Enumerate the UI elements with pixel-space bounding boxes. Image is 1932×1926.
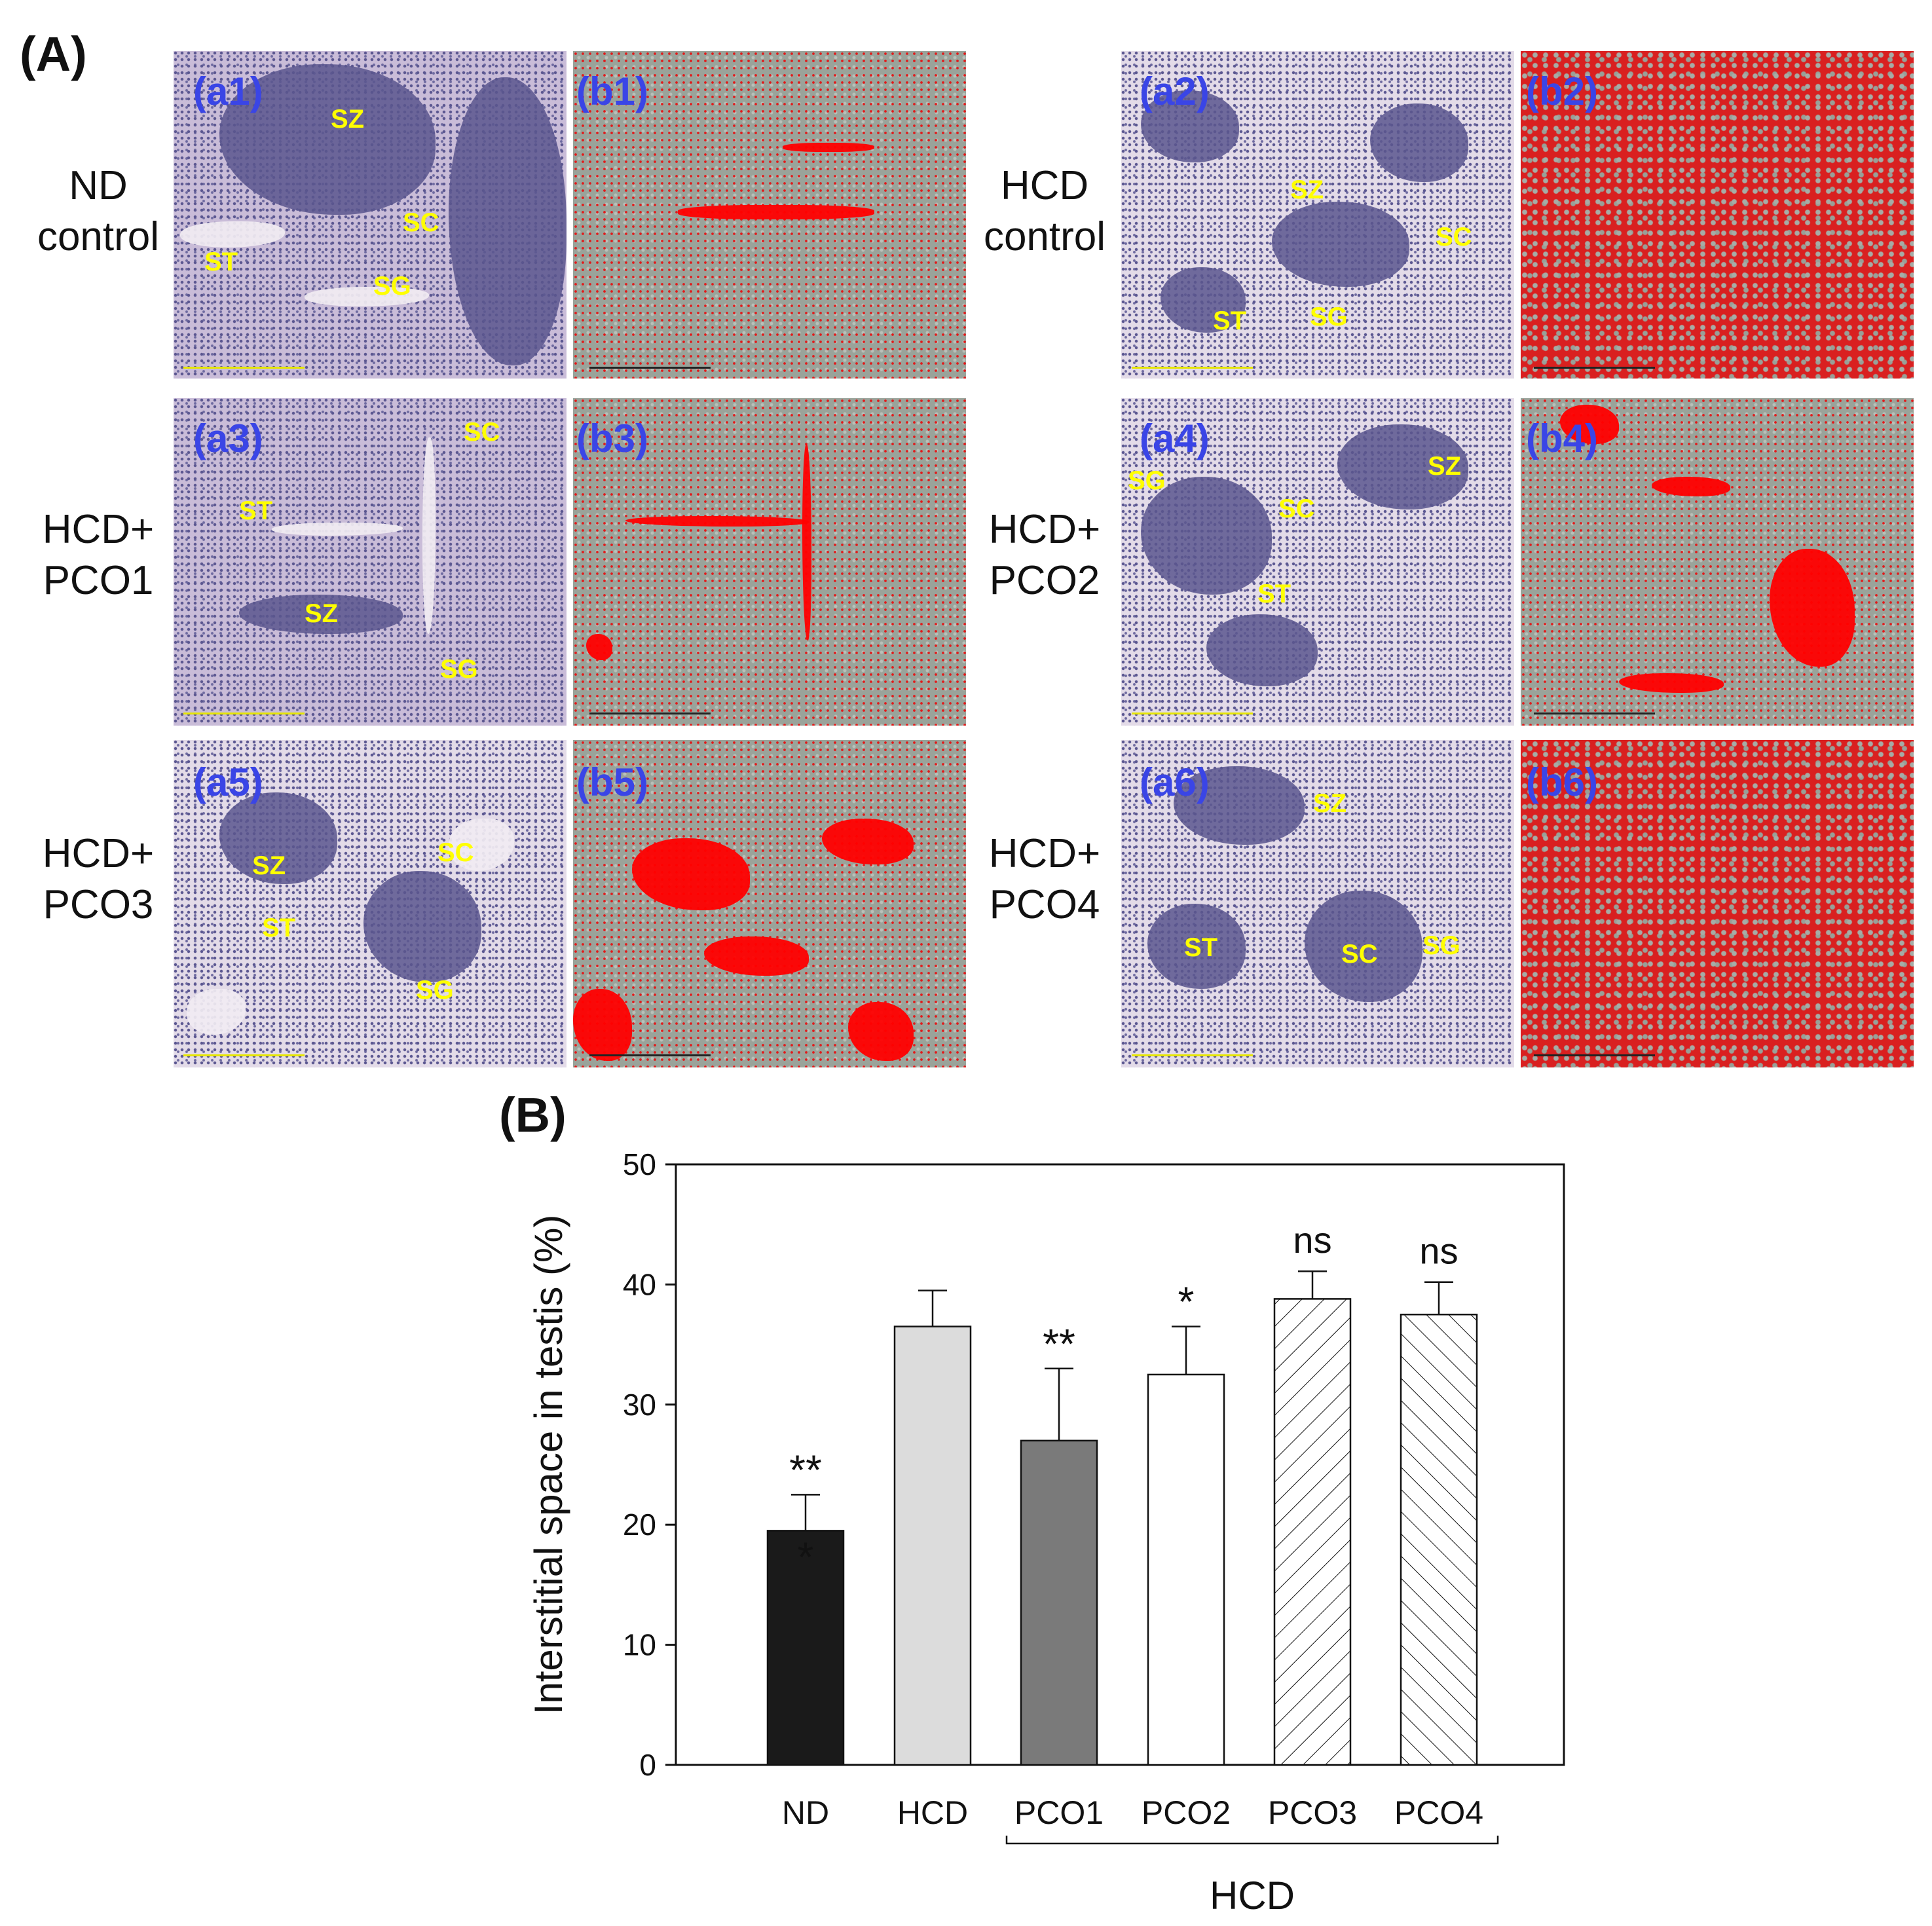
group-label-pco3: HCD+ PCO3 — [42, 831, 155, 927]
micrograph-analysis-pco2 — [1521, 398, 1914, 726]
group-label-hcd: HCD control — [983, 163, 1106, 259]
group-label-nd: ND control — [37, 163, 160, 259]
y-tick-label: 30 — [623, 1388, 656, 1422]
cell-label-st: ST — [262, 914, 296, 942]
panel-a-letter: (A) — [20, 27, 87, 81]
y-tick-label: 20 — [623, 1508, 656, 1542]
significance-label: ** — [1043, 1320, 1075, 1367]
cell-label-st: ST — [1184, 933, 1218, 962]
scale-bar — [1534, 713, 1655, 714]
bar — [766, 1530, 845, 1766]
scale-bar — [1132, 1054, 1253, 1056]
micrograph-analysis-pco1 — [573, 398, 966, 726]
bar — [1400, 1314, 1478, 1766]
cell-label-sz: SZ — [1428, 452, 1462, 481]
cell-label-sz: SZ — [252, 851, 286, 880]
cell-label-sc: SC — [1278, 494, 1315, 523]
y-tick-label: 50 — [623, 1147, 656, 1181]
x-tick-label: PCO2 — [1142, 1794, 1231, 1831]
significance-label: * — [798, 1533, 814, 1580]
cell-label-sg: SG — [1310, 303, 1348, 331]
cell-label-sg: SG — [1128, 466, 1166, 495]
significance-label: ns — [1293, 1219, 1331, 1261]
significance-label: * — [1178, 1278, 1195, 1325]
cell-label-sc: SC — [1436, 223, 1472, 251]
sublabel-b5: (b5) — [576, 760, 648, 804]
scale-bar — [589, 1054, 711, 1056]
scale-bar — [1132, 713, 1253, 714]
y-tick-label: 0 — [639, 1748, 656, 1782]
bar — [1020, 1439, 1098, 1766]
y-axis-label: Interstitial space in testis (%) — [527, 1215, 570, 1715]
micrograph-he-pco4 — [1121, 740, 1514, 1067]
sublabel-a4: (a4) — [1140, 417, 1210, 460]
group-bracket — [1005, 1836, 1499, 1845]
sublabel-b6: (b6) — [1526, 760, 1598, 804]
cell-label-st: ST — [1213, 306, 1247, 335]
cell-label-sc: SC — [464, 418, 500, 447]
group-label-pco4: HCD+ PCO4 — [988, 831, 1101, 927]
cell-label-sg: SG — [416, 976, 454, 1005]
micrograph-he-pco1 — [174, 398, 567, 726]
scale-bar — [1132, 367, 1253, 369]
micrograph-analysis-pco4 — [1521, 740, 1914, 1067]
sublabel-b2: (b2) — [1526, 69, 1598, 113]
micrograph-he-nd — [174, 51, 567, 379]
significance-label: ns — [1419, 1231, 1458, 1272]
sublabel-a6: (a6) — [1140, 760, 1210, 804]
cell-label-sz: SZ — [1313, 789, 1347, 818]
cell-label-st: ST — [239, 496, 273, 525]
sublabel-b3: (b3) — [576, 417, 648, 460]
scale-bar — [183, 367, 305, 369]
x-tick-label: ND — [782, 1794, 829, 1831]
cell-label-st: ST — [204, 248, 238, 276]
scale-bar — [589, 367, 711, 369]
bar — [1273, 1298, 1352, 1766]
micrograph-analysis-hcd — [1521, 51, 1914, 379]
x-tick-label: PCO4 — [1394, 1794, 1483, 1831]
y-tick-label: 10 — [623, 1628, 656, 1662]
scale-bar — [183, 713, 305, 714]
cell-label-sz: SZ — [305, 599, 339, 628]
group-label-pco2: HCD+ PCO2 — [988, 507, 1101, 603]
cell-label-sg: SG — [440, 655, 478, 684]
group-bracket-label: HCD — [1210, 1874, 1295, 1917]
significance-label: ** — [789, 1446, 822, 1493]
x-tick-label: PCO3 — [1268, 1794, 1357, 1831]
bar — [893, 1325, 972, 1766]
sublabel-a5: (a5) — [193, 760, 263, 804]
sublabel-b4: (b4) — [1526, 417, 1598, 460]
cell-label-sg: SG — [373, 272, 411, 301]
micrograph-he-hcd — [1121, 51, 1514, 379]
cell-label-sc: SC — [403, 208, 439, 237]
cell-label-sc: SC — [1341, 940, 1378, 969]
cell-label-sz: SZ — [1290, 176, 1324, 204]
sublabel-a1: (a1) — [193, 69, 263, 113]
micrograph-he-pco2 — [1121, 398, 1514, 726]
sublabel-a2: (a2) — [1140, 69, 1210, 113]
scale-bar — [183, 1054, 305, 1056]
scale-bar — [1534, 367, 1655, 369]
sublabel-a3: (a3) — [193, 417, 263, 460]
x-tick-label: PCO1 — [1014, 1794, 1104, 1831]
micrograph-he-pco3 — [174, 740, 567, 1067]
plot-frame — [675, 1163, 1565, 1766]
scale-bar — [1534, 1054, 1655, 1056]
sublabel-b1: (b1) — [576, 69, 648, 113]
bar — [1147, 1373, 1225, 1766]
micrograph-analysis-pco3 — [573, 740, 966, 1067]
cell-label-sg: SG — [1422, 931, 1460, 960]
cell-label-sz: SZ — [331, 105, 365, 134]
scale-bar — [589, 713, 711, 714]
x-tick-label: HCD — [897, 1794, 968, 1831]
cell-label-sc: SC — [437, 838, 474, 867]
micrograph-analysis-nd — [573, 51, 966, 379]
cell-label-st: ST — [1257, 580, 1291, 608]
y-tick-label: 40 — [623, 1267, 656, 1301]
panel-b-letter: (B) — [499, 1088, 567, 1142]
group-label-pco1: HCD+ PCO1 — [42, 507, 155, 603]
